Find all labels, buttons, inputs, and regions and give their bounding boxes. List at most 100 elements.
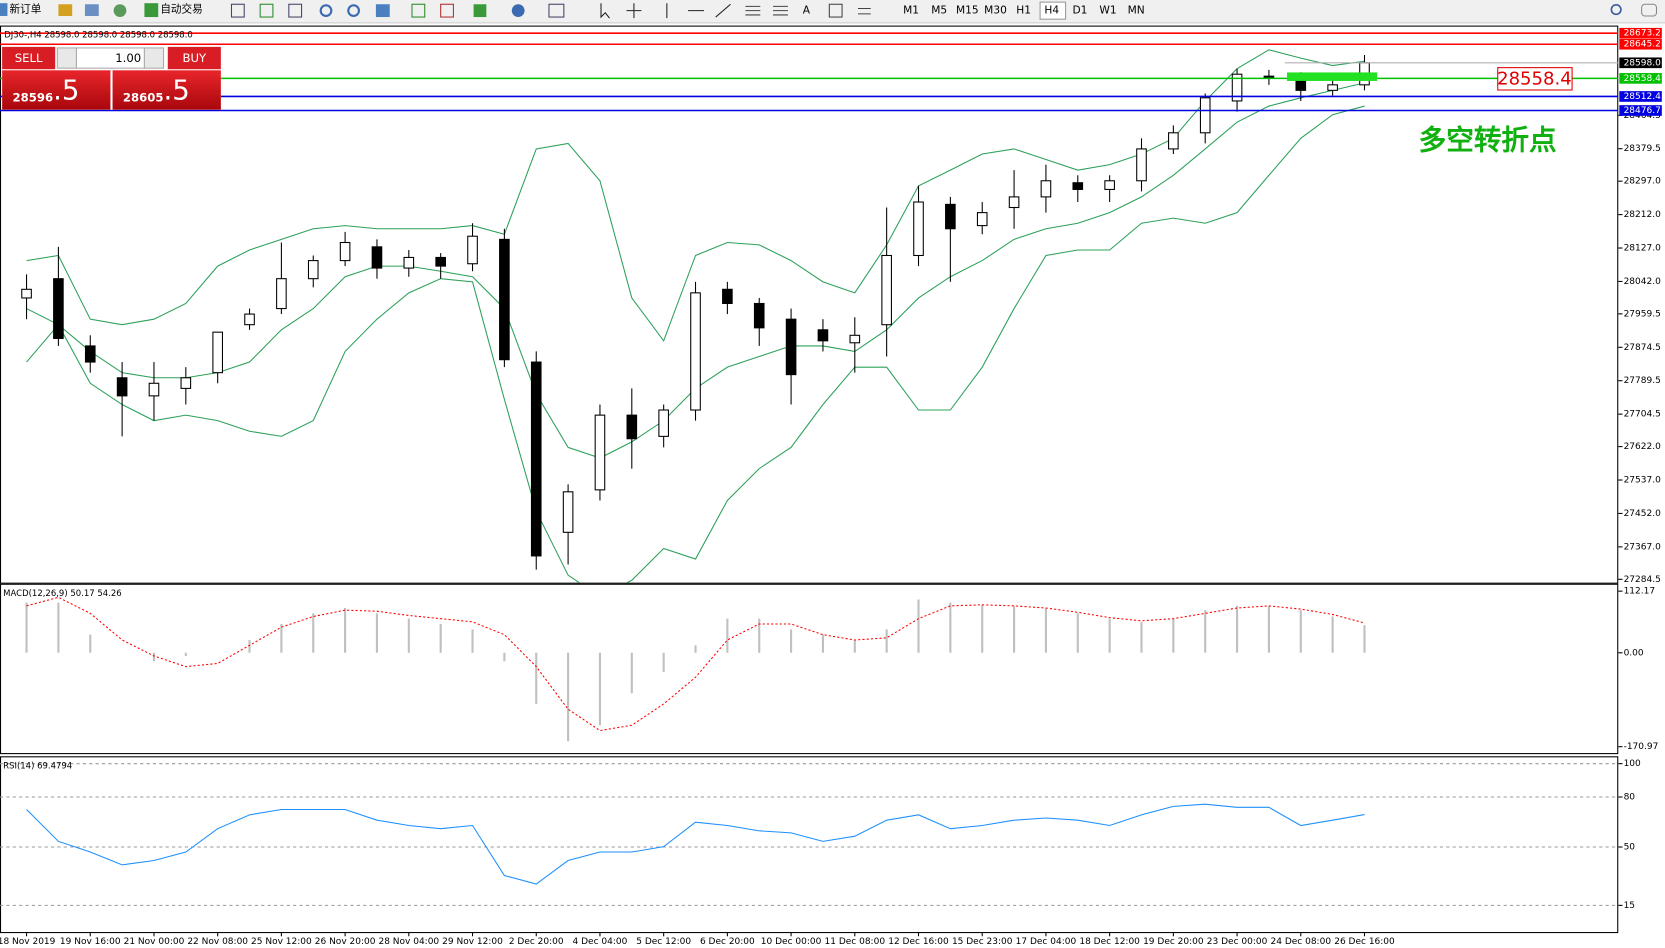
x-tick-label: 19 Dec 20:00 <box>1143 937 1204 947</box>
icon[interactable] <box>600 3 610 19</box>
timeframe[interactable]: M30 <box>984 4 1007 17</box>
y-tick-label: 50 <box>1624 843 1636 853</box>
candle-body <box>84 345 96 363</box>
timeframe[interactable]: H1 <box>1016 4 1031 17</box>
text-tool[interactable]: A <box>803 4 811 17</box>
candle-body <box>148 382 160 397</box>
icon[interactable] <box>745 5 788 16</box>
candle-body <box>1263 75 1275 78</box>
candle-body <box>371 246 383 269</box>
icon[interactable] <box>626 3 642 19</box>
search[interactable] <box>1610 3 1622 16</box>
timeframe[interactable]: W1 <box>1099 4 1116 17</box>
candle-body <box>722 288 733 304</box>
price-line-label: 28476.7 <box>1624 106 1661 116</box>
timeframe[interactable]: M5 <box>931 4 947 17</box>
candle-body <box>626 414 638 440</box>
buy-price[interactable]: 28605 <box>123 90 164 104</box>
candle-body <box>116 377 128 397</box>
icon[interactable] <box>113 4 127 18</box>
icon[interactable] <box>440 3 454 18</box>
sell-price[interactable]: 28596 <box>12 90 53 104</box>
candle-body <box>21 288 32 299</box>
timeframe[interactable]: M1 <box>903 4 919 17</box>
price-line-label: 28558.4 <box>1624 74 1661 84</box>
price-line-tag <box>1619 91 1662 102</box>
candle-body <box>1168 132 1179 150</box>
macd-panel <box>0 583 1619 755</box>
icon[interactable] <box>511 4 525 18</box>
candle-body <box>1040 180 1052 198</box>
timeframes: M1 M5 M15 M30 H1 H4 D1 W1 MN <box>903 1 1145 20</box>
chat[interactable] <box>1641 3 1658 17</box>
candle-body <box>976 212 988 227</box>
price-tag-label: 28558.4 <box>1497 68 1572 89</box>
panel-plot <box>25 596 1366 742</box>
panel-plot <box>0 763 1619 906</box>
icon[interactable] <box>144 3 159 18</box>
candle-body <box>403 256 415 269</box>
buy-label[interactable]: BUY <box>182 51 207 65</box>
icon[interactable] <box>666 3 731 19</box>
x-tick-label: 12 Dec 16:00 <box>888 937 949 947</box>
price-line-tag <box>1619 105 1662 116</box>
sell-label[interactable]: SELL <box>15 51 43 65</box>
timeframe[interactable]: MN <box>1128 4 1145 17</box>
y-tick-label: 28127.0 <box>1624 244 1661 254</box>
candle-body <box>180 377 192 389</box>
buy-fraction[interactable]: .5 <box>164 74 190 107</box>
buy-button[interactable] <box>167 46 221 70</box>
candle-body <box>849 334 861 344</box>
candle-body <box>467 235 478 265</box>
timeframe[interactable]: H4 <box>1044 4 1059 17</box>
icon[interactable] <box>548 3 565 18</box>
x-tick-label: 10 Dec 00:00 <box>761 937 822 947</box>
auto-trading[interactable]: 自动交易 <box>160 3 202 16</box>
icon[interactable] <box>473 4 487 18</box>
x-tick-label: 18 Nov 2019 <box>0 937 56 947</box>
candle-body <box>212 331 223 374</box>
sell-button[interactable] <box>2 46 56 70</box>
lot-down[interactable] <box>56 47 77 69</box>
y-tick-label: 100 <box>1624 759 1641 769</box>
icon[interactable] <box>319 4 333 18</box>
sell-price-box[interactable] <box>2 70 111 110</box>
buy-price-box[interactable] <box>112 70 221 110</box>
y-tick-label: 27367.0 <box>1624 542 1661 552</box>
timeframe[interactable]: D1 <box>1072 4 1087 17</box>
tool-icons: A <box>230 3 871 19</box>
toolbar: 新订单 自动交易 A M1 M5 M15 M30 H1 H4 D1 W1 MN <box>0 0 1665 24</box>
y-tick-label: 27622.0 <box>1624 442 1661 452</box>
price-line-tag <box>1619 73 1662 84</box>
icon[interactable] <box>0 3 8 16</box>
icon[interactable] <box>230 3 245 18</box>
icon[interactable] <box>288 3 303 18</box>
x-tick-label: 26 Nov 20:00 <box>315 937 376 947</box>
toolbar-bg <box>0 0 1665 23</box>
icon[interactable] <box>411 3 426 18</box>
candle-body <box>817 329 829 342</box>
price-line-tag <box>1619 27 1662 39</box>
icon[interactable] <box>857 7 871 15</box>
timeframe[interactable]: M15 <box>956 4 979 17</box>
candle-body <box>435 256 446 267</box>
candle-body <box>658 409 669 437</box>
icon[interactable] <box>347 4 360 18</box>
icon[interactable] <box>58 4 73 16</box>
icon[interactable] <box>259 3 274 18</box>
icon[interactable] <box>375 4 390 18</box>
price-line-label: 28598.0 <box>1624 58 1661 68</box>
active-timeframe <box>1039 1 1067 20</box>
icon[interactable] <box>828 3 843 18</box>
y-tick-label: 28042.0 <box>1624 277 1661 287</box>
lot-value[interactable]: 1.00 <box>115 51 141 65</box>
sell-fraction[interactable]: .5 <box>53 74 79 107</box>
new-order[interactable]: 新订单 <box>10 3 42 16</box>
lot-up[interactable] <box>143 47 165 69</box>
candle-body <box>1104 180 1115 190</box>
icon[interactable] <box>84 4 99 16</box>
price-line-tag <box>1619 57 1662 69</box>
price-line-label: 28673.2 <box>1624 29 1661 39</box>
price-line-label: 28512.4 <box>1624 92 1661 102</box>
x-tick-label: 19 Nov 16:00 <box>60 937 121 947</box>
